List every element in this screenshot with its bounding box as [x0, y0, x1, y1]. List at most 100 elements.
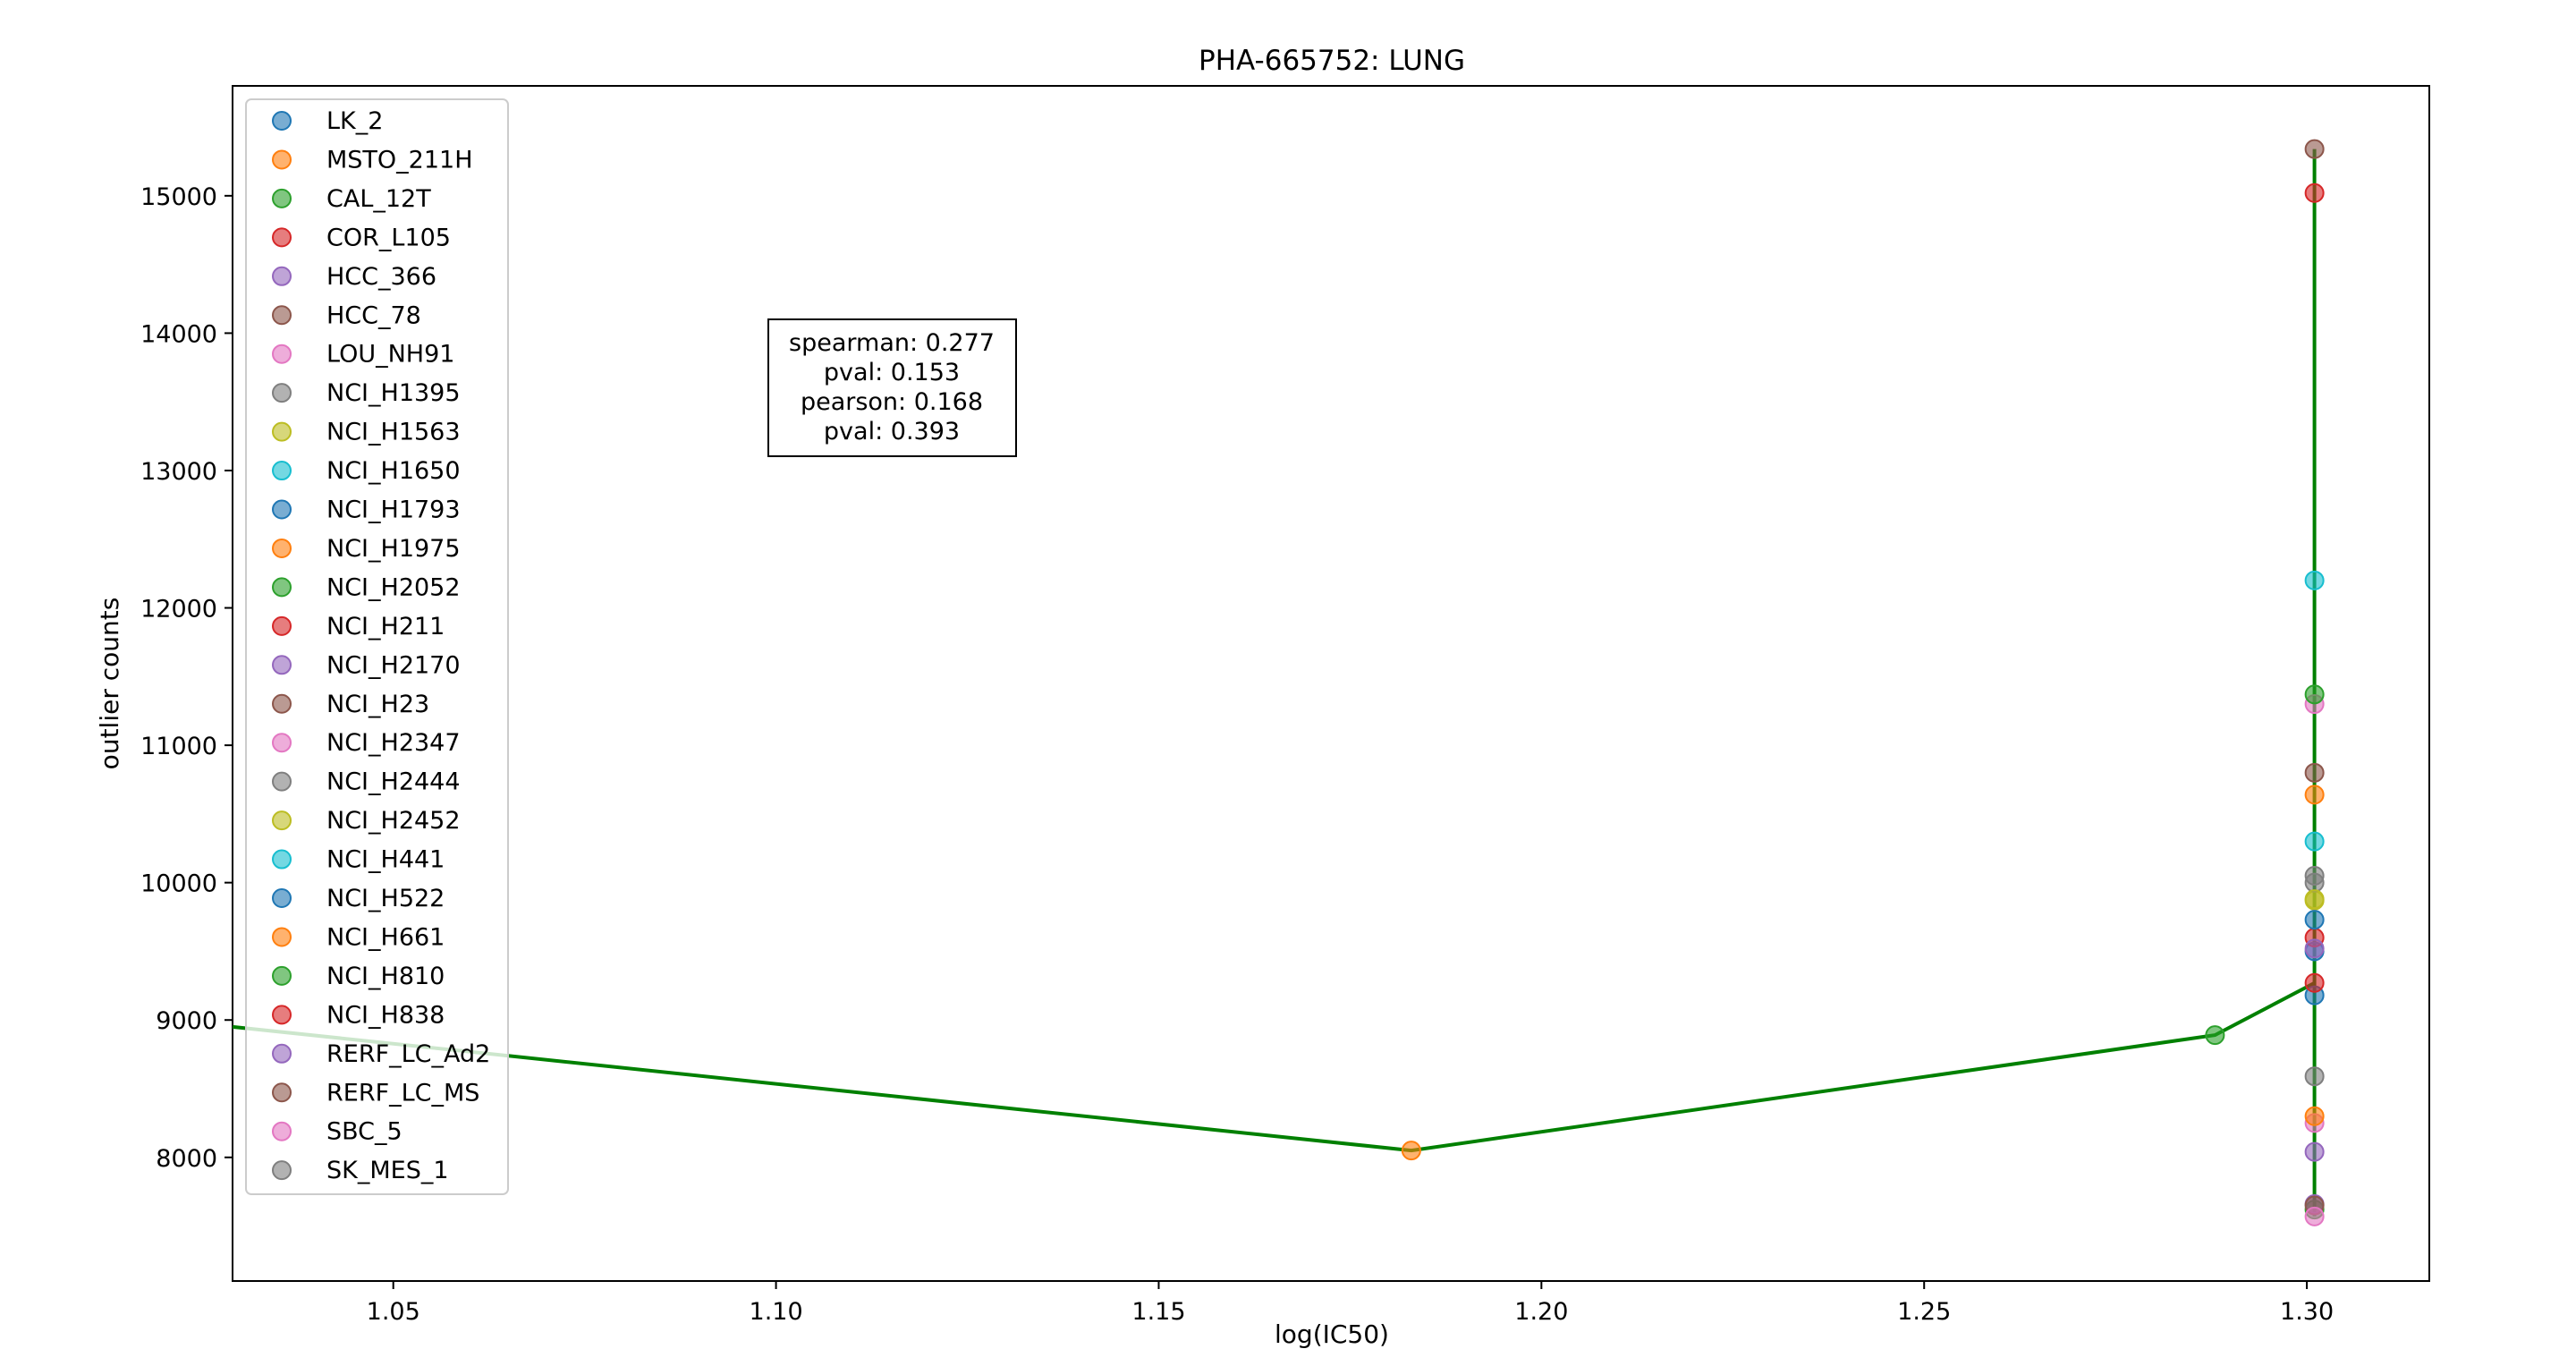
- y-tick-label: 11000: [140, 733, 217, 760]
- point-msto-211h: [1401, 1141, 1421, 1161]
- legend-label: NCI_H211: [326, 613, 445, 641]
- y-tick-label: 12000: [140, 596, 217, 624]
- point-hcc-78: [2304, 139, 2325, 159]
- trend-line-group: [232, 148, 2317, 1217]
- point-nci-h2452: [2304, 889, 2325, 910]
- legend-marker: [272, 1121, 292, 1141]
- legend-marker: [272, 538, 292, 558]
- chart-title: PHA-665752: LUNG: [1199, 45, 1465, 77]
- legend-label: RERF_LC_Ad2: [326, 1040, 490, 1068]
- legend-label: SBC_5: [326, 1118, 402, 1146]
- legend-label: MSTO_211H: [326, 146, 473, 174]
- x-tick-label: 1.10: [750, 1298, 803, 1326]
- legend-label: NCI_H441: [326, 846, 445, 874]
- legend-marker: [272, 266, 292, 286]
- stats-pearson-pval: pval: 0.393: [824, 418, 960, 445]
- legend-marker: [272, 693, 292, 714]
- x-axis-label: log(IC50): [1275, 1319, 1389, 1349]
- legend-label: NCI_H2347: [326, 729, 461, 757]
- point-nci-h441: [2304, 831, 2325, 852]
- point-rerf-lc-ad2: [2304, 938, 2325, 959]
- legend-label: NCI_H522: [326, 885, 445, 912]
- point-nci-h23: [2304, 762, 2325, 783]
- legend-label: NCI_H23: [326, 691, 429, 718]
- legend-label: NCI_H810: [326, 963, 445, 990]
- legend-marker: [272, 965, 292, 986]
- point-sbc-5: [2304, 1206, 2325, 1226]
- legend-marker: [272, 421, 292, 442]
- legend: LK_2 MSTO_211H CAL_12T COR_L105 HCC_366 HCC_7…: [245, 98, 509, 1195]
- legend-marker: [272, 227, 292, 248]
- legend-marker: [272, 111, 292, 131]
- y-tick-label: 13000: [140, 458, 217, 486]
- x-tick-label: 1.15: [1131, 1298, 1185, 1326]
- y-tick-label: 10000: [140, 870, 217, 898]
- point-nci-h522: [2304, 910, 2325, 930]
- stats-box-frame: [767, 318, 1017, 457]
- y-tick-label: 8000: [156, 1145, 217, 1173]
- legend-label: RERF_LC_MS: [326, 1079, 479, 1107]
- legend-label: LK_2: [326, 107, 383, 135]
- data-points: [1401, 139, 2325, 1226]
- point-hcc-366: [2304, 1141, 2325, 1162]
- legend-marker: [272, 499, 292, 520]
- legend-frame: [245, 98, 509, 1195]
- legend-label: NCI_H2052: [326, 573, 461, 601]
- legend-marker: [272, 383, 292, 403]
- legend-marker: [272, 188, 292, 208]
- point-sk-mes-1: [2304, 1066, 2325, 1087]
- legend-marker: [272, 888, 292, 908]
- legend-label: NCI_H2444: [326, 768, 461, 796]
- trend-line: [232, 148, 2317, 1217]
- legend-label: CAL_12T: [326, 185, 431, 213]
- legend-marker: [272, 655, 292, 675]
- y-axis: 8000 9000 10000 11000 12000 13000 14000 15000: [140, 183, 233, 1173]
- legend-marker: [272, 1043, 292, 1064]
- plot-area: [232, 85, 2430, 1282]
- legend-marker: [272, 927, 292, 947]
- legend-label: HCC_78: [326, 301, 421, 329]
- y-tick-label: 15000: [140, 183, 217, 211]
- legend-marker: [272, 344, 292, 364]
- point-nci-h2052: [2304, 684, 2325, 705]
- point-nci-h810: [2205, 1025, 2225, 1046]
- legend-marker: [272, 810, 292, 831]
- legend-marker: [272, 849, 292, 870]
- legend-marker: [272, 305, 292, 326]
- x-tick-label: 1.25: [1897, 1298, 1951, 1326]
- legend-label: NCI_H1793: [326, 496, 461, 524]
- stats-pearson: pearson: 0.168: [801, 388, 983, 416]
- legend-label: SK_MES_1: [326, 1157, 449, 1184]
- x-tick-label: 1.05: [367, 1298, 420, 1326]
- y-axis-label: outlier counts: [95, 598, 124, 770]
- legend-label: NCI_H1650: [326, 457, 461, 485]
- legend-marker: [272, 733, 292, 753]
- x-tick-label: 1.30: [2280, 1298, 2334, 1326]
- legend-label: NCI_H838: [326, 1001, 445, 1029]
- legend-marker: [272, 1082, 292, 1103]
- point-nci-h1975: [2304, 785, 2325, 805]
- y-tick-label: 9000: [156, 1007, 217, 1035]
- stats-spearman: spearman: 0.277: [789, 329, 995, 357]
- legend-label: NCI_H1563: [326, 419, 461, 446]
- legend-label: NCI_H661: [326, 923, 445, 951]
- legend-label: NCI_H2452: [326, 807, 461, 835]
- y-tick-label: 14000: [140, 320, 217, 348]
- stats-box: spearman: 0.277 pval: 0.153 pearson: 0.1…: [767, 318, 1017, 457]
- legend-label: NCI_H2170: [326, 651, 461, 679]
- legend-marker: [272, 149, 292, 170]
- point-nci-h661: [2304, 1106, 2325, 1126]
- legend-marker: [272, 1005, 292, 1025]
- point-nci-h1650: [2304, 570, 2325, 590]
- legend-marker: [272, 615, 292, 636]
- legend-label: COR_L105: [326, 224, 451, 251]
- legend-label: HCC_366: [326, 263, 436, 291]
- x-axis: 1.05 1.10 1.15 1.20 1.25 1.30: [367, 1281, 2334, 1326]
- legend-label: NCI_H1395: [326, 379, 461, 407]
- stats-spearman-pval: pval: 0.153: [824, 359, 960, 386]
- legend-label: LOU_NH91: [326, 341, 454, 369]
- x-tick-label: 1.20: [1514, 1298, 1568, 1326]
- legend-marker: [272, 771, 292, 792]
- legend-label: NCI_H1975: [326, 535, 461, 563]
